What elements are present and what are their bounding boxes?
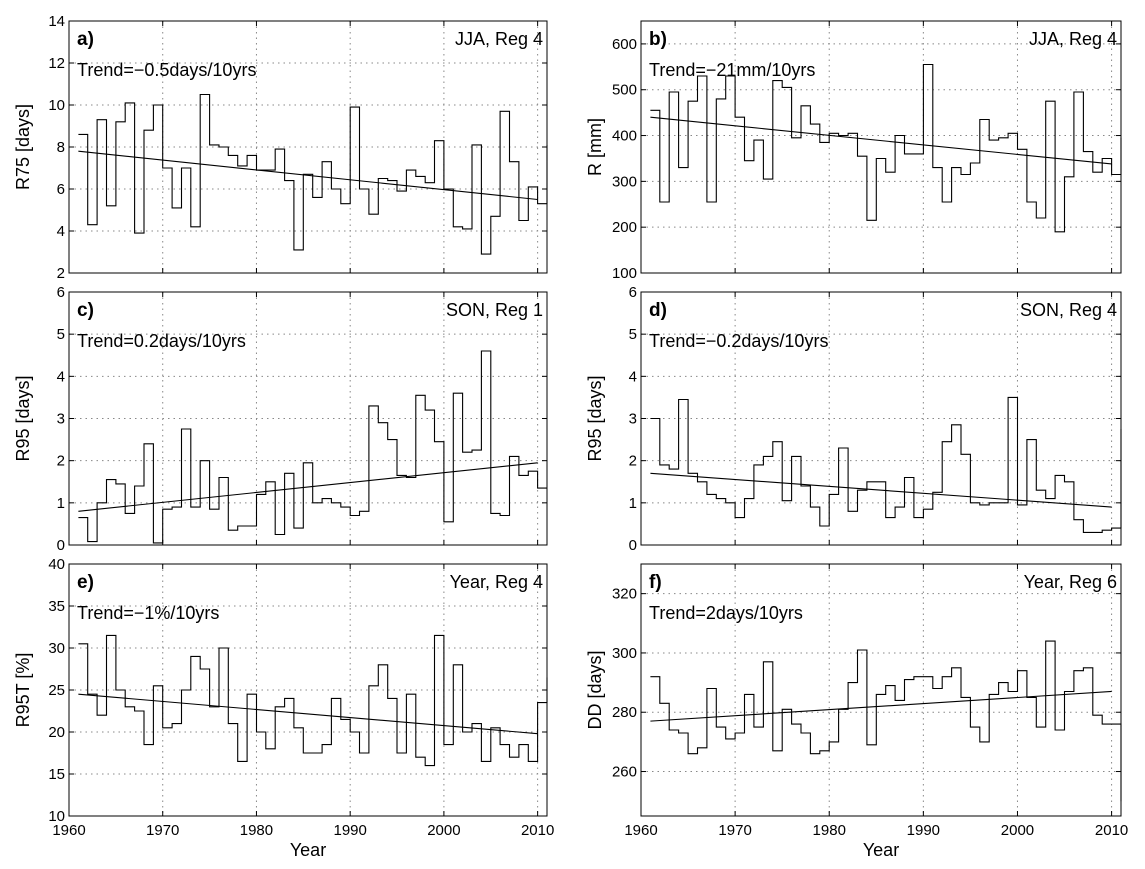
panel-a: 2 4 6 8 10 12 14 R75 [days] a) JJA, Reg 4 Trend=−0…: [13, 13, 548, 282]
panel-info: Year, Reg 4: [450, 572, 543, 592]
y-tick-label: 1: [57, 495, 65, 512]
y-tick-label: 4: [57, 368, 65, 385]
panel-label: a): [77, 29, 94, 50]
series-step-line: [78, 93, 548, 255]
y-tick-label: 25: [48, 682, 65, 699]
x-tick-label: 2010: [521, 822, 554, 839]
trend-annotation: Trend=−0.2days/10yrs: [649, 331, 828, 351]
series-step-line: [78, 350, 547, 544]
x-tick-label: 1990: [333, 822, 366, 839]
y-tick-label: 14: [48, 13, 65, 30]
x-tick-label: 1960: [624, 822, 657, 839]
y-tick-label: 200: [612, 219, 637, 236]
y-tick-label: 6: [629, 284, 637, 301]
x-tick-label: 1970: [146, 822, 179, 839]
trend-annotation: Trend=−1%/10yrs: [77, 603, 219, 623]
panel-info: SON, Reg 1: [446, 300, 543, 320]
y-tick-label: 600: [612, 36, 637, 53]
trend-annotation: Trend=2days/10yrs: [649, 603, 803, 623]
y-axis-label: R [mm]: [585, 118, 605, 176]
trend-line: [78, 462, 538, 512]
y-tick-label: 15: [48, 766, 65, 783]
panel-d: 0 1 2 3 4 5 6 R95 [days] d) SON, Reg 4 Trend=−0.2d…: [585, 284, 1122, 554]
y-tick-label: 260: [612, 764, 637, 781]
panel-e: 1960 1970 1980 1990 2000 201010152025303540R9…: [13, 556, 554, 860]
y-tick-label: 280: [612, 704, 637, 721]
y-tick-label: 20: [48, 724, 65, 741]
panel-info: JJA, Reg 4: [455, 29, 543, 49]
trend-line: [78, 150, 538, 201]
panel-label: d): [649, 300, 667, 321]
trend-annotation: Trend=−0.5days/10yrs: [77, 60, 256, 80]
panel-label: b): [649, 29, 667, 50]
panel-label: f): [649, 572, 662, 593]
y-tick-label: 0: [57, 537, 65, 554]
y-tick-label: 400: [612, 128, 637, 145]
trend-annotation: Trend=−21mm/10yrs: [649, 60, 815, 80]
x-tick-label: 1990: [907, 822, 940, 839]
x-tick-label: 1980: [813, 822, 846, 839]
trend-line: [650, 116, 1112, 165]
y-axis-label: R95T [%]: [13, 653, 33, 728]
y-tick-label: 10: [48, 97, 65, 114]
y-tick-label: 8: [57, 139, 65, 156]
axes-frame: [640, 563, 1122, 817]
y-tick-label: 300: [612, 173, 637, 190]
y-axis-label: R95 [days]: [13, 375, 33, 461]
panel-label: e): [77, 572, 94, 593]
y-axis-label: R75 [days]: [13, 104, 33, 190]
y-tick-label: 3: [57, 411, 65, 428]
panel-info: Year, Reg 6: [1024, 572, 1117, 592]
trend-line: [650, 472, 1112, 508]
panel-info: SON, Reg 4: [1020, 300, 1117, 320]
y-tick-label: 2: [57, 453, 65, 470]
x-tick-label: 1970: [718, 822, 751, 839]
panel-label: c): [77, 300, 94, 321]
y-tick-label: 100: [612, 265, 637, 282]
x-tick-label: 2000: [427, 822, 460, 839]
y-tick-label: 40: [48, 556, 65, 573]
y-tick-label: 1: [629, 495, 637, 512]
y-tick-label: 500: [612, 82, 637, 99]
x-tick-label: 1960: [52, 822, 85, 839]
x-axis-label: Year: [290, 840, 326, 860]
series-step-line: [650, 640, 1122, 802]
y-tick-label: 30: [48, 640, 65, 657]
y-tick-label: 6: [57, 181, 65, 198]
x-tick-label: 2010: [1095, 822, 1128, 839]
y-tick-label: 300: [612, 645, 637, 662]
x-tick-label: 1980: [240, 822, 273, 839]
y-tick-label: 4: [57, 223, 65, 240]
x-axis-label: Year: [863, 840, 899, 860]
y-tick-label: 10: [48, 808, 65, 825]
series-step-line: [650, 63, 1122, 233]
y-tick-label: 35: [48, 598, 65, 615]
y-tick-label: 3: [629, 411, 637, 428]
y-tick-label: 6: [57, 284, 65, 301]
y-tick-label: 2: [57, 265, 65, 282]
axes-frame: [640, 20, 1122, 274]
y-tick-label: 4: [629, 368, 637, 385]
y-tick-label: 5: [57, 326, 65, 343]
y-tick-label: 2: [629, 453, 637, 470]
panel-b: 100 200 300 400 500 600 R [mm] b) JJA, Reg 4 Tren…: [585, 20, 1122, 282]
panel-f: 1960 1970 1980 1990 2000 2010 260 280 300 320 DD […: [585, 563, 1128, 860]
series-step-line: [650, 396, 1122, 533]
y-tick-label: 12: [48, 55, 65, 72]
y-tick-label: 5: [629, 326, 637, 343]
trend-line: [78, 693, 538, 735]
y-axis-label: DD [days]: [585, 650, 605, 729]
panel-c: 0 1 2 3 4 5 6 R95 [days] c) SON, Reg 1 Trend=0.2da…: [13, 284, 548, 554]
y-tick-label: 0: [629, 537, 637, 554]
trend-annotation: Trend=0.2days/10yrs: [77, 331, 246, 351]
trend-line: [650, 690, 1112, 722]
x-tick-label: 2000: [1001, 822, 1034, 839]
y-tick-label: 320: [612, 586, 637, 603]
panel-info: JJA, Reg 4: [1029, 29, 1117, 49]
y-axis-label: R95 [days]: [585, 375, 605, 461]
